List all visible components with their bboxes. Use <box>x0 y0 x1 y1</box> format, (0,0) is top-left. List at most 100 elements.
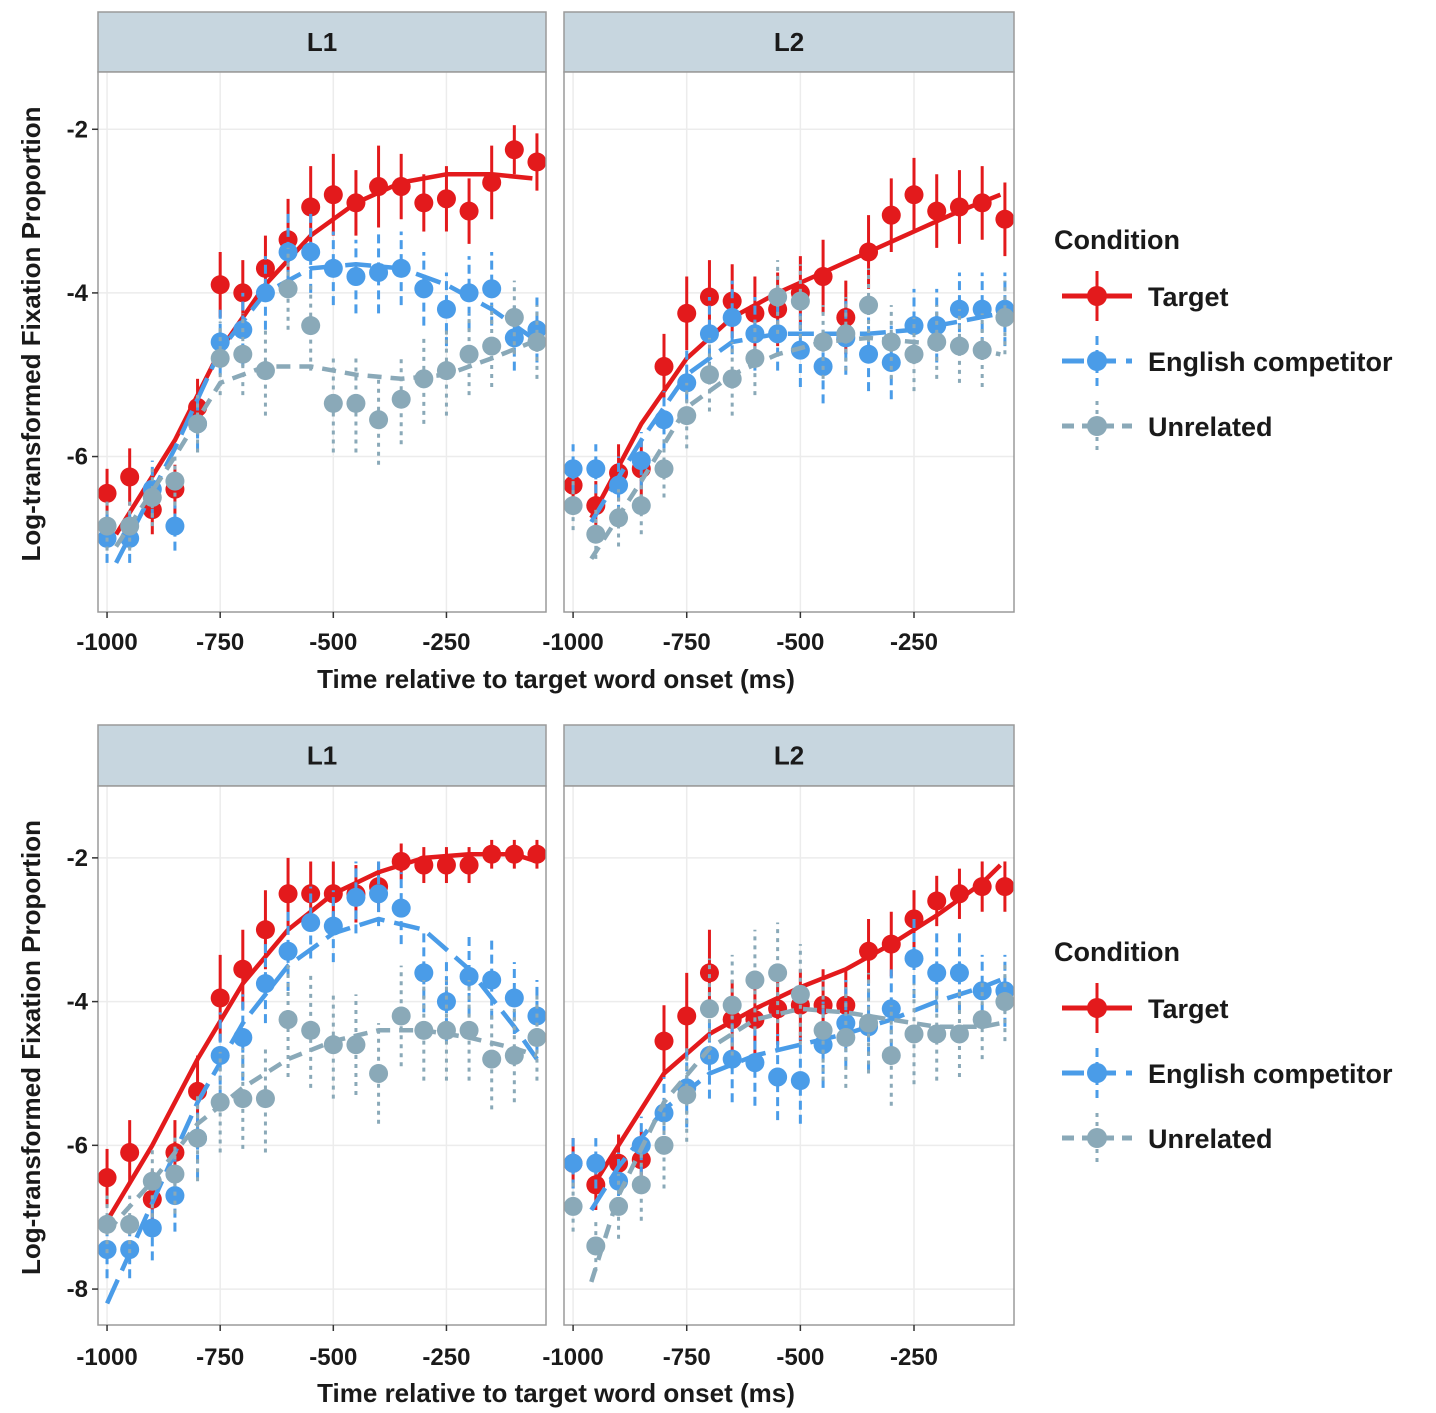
data-point <box>482 1049 502 1069</box>
x-axis-title: Time relative to target word onset (ms) <box>317 664 795 694</box>
data-point <box>414 963 434 983</box>
data-point <box>278 884 298 904</box>
facet-strip-label: L1 <box>307 741 337 771</box>
fit-line <box>589 1006 1001 1283</box>
legend-key-point <box>1087 1128 1107 1148</box>
data-point <box>654 1031 674 1051</box>
data-point <box>210 1092 230 1112</box>
y-axis-title: Log-transformed Fixation Proportion <box>16 820 46 1275</box>
data-point <box>233 959 253 979</box>
data-point <box>904 185 924 205</box>
data-point <box>301 316 321 336</box>
data-point <box>768 287 788 307</box>
data-point <box>859 941 879 961</box>
x-tick-label: -1000 <box>76 1344 137 1371</box>
legend-item: English competitor <box>1062 1048 1393 1098</box>
data-point <box>323 1035 343 1055</box>
data-point <box>631 496 651 516</box>
data-point <box>949 336 969 356</box>
data-point <box>654 410 674 430</box>
data-point <box>323 185 343 205</box>
data-point <box>97 1168 117 1188</box>
data-point <box>255 920 275 940</box>
data-point <box>323 393 343 413</box>
data-point <box>210 332 230 352</box>
data-point <box>949 963 969 983</box>
data-point <box>436 299 456 319</box>
x-tick-label: -250 <box>422 629 470 656</box>
data-point <box>504 988 524 1008</box>
y-tick-label: -2 <box>67 116 88 143</box>
data-point <box>836 324 856 344</box>
x-tick-label: -1000 <box>542 1344 603 1371</box>
data-point <box>927 201 947 221</box>
data-point <box>972 299 992 319</box>
panel-border <box>97 785 547 1326</box>
data-point <box>436 361 456 381</box>
data-point <box>631 1175 651 1195</box>
data-point <box>482 336 502 356</box>
data-point <box>949 884 969 904</box>
facet-strip-label: L2 <box>774 27 804 57</box>
data-point <box>391 898 411 918</box>
data-point <box>459 855 479 875</box>
data-point <box>836 1028 856 1048</box>
data-point <box>482 172 502 192</box>
x-tick-label: -500 <box>309 1344 357 1371</box>
data-point <box>278 1010 298 1030</box>
data-point <box>745 1053 765 1073</box>
data-point <box>369 177 389 197</box>
data-point <box>504 307 524 327</box>
data-point <box>677 1085 697 1105</box>
legend-item: Unrelated <box>1062 401 1273 451</box>
data-point <box>949 197 969 217</box>
data-point <box>436 1020 456 1040</box>
data-point <box>904 948 924 968</box>
data-point <box>142 487 162 507</box>
data-point <box>972 1010 992 1030</box>
panel-l2-1: L2 -1000 -750 -500 -250 <box>542 11 1015 656</box>
data-point <box>813 267 833 287</box>
data-point <box>414 1020 434 1040</box>
data-point <box>677 1006 697 1026</box>
data-point <box>768 1067 788 1087</box>
chart-figure-2: L1 -1000 -750 -500 -250 -8 -6 -4 -2 L2 -1000 -750 -5… <box>16 724 1393 1408</box>
data-point <box>859 344 879 364</box>
legend-label: Unrelated <box>1148 1124 1273 1154</box>
data-point <box>459 966 479 986</box>
legend: Condition Target English competitor Unrelat… <box>1054 937 1393 1163</box>
y-tick-label: -6 <box>67 444 88 471</box>
y-axis-title: Log-transformed Fixation Proportion <box>16 107 46 562</box>
series-unrelated <box>563 260 1015 561</box>
data-point <box>165 471 185 491</box>
data-point <box>97 516 117 536</box>
data-point <box>563 459 583 479</box>
data-point <box>414 279 434 299</box>
x-tick-label: -1000 <box>76 629 137 656</box>
data-point <box>482 970 502 990</box>
data-point <box>927 1024 947 1044</box>
data-point <box>699 324 719 344</box>
data-point <box>790 1071 810 1091</box>
data-point <box>586 1153 606 1173</box>
facet-strip <box>97 11 547 73</box>
data-point <box>881 934 901 954</box>
panel-l1-2: L1 -1000 -750 -500 -250 -8 -6 -4 -2 <box>67 724 547 1371</box>
data-point <box>563 1153 583 1173</box>
data-point <box>722 291 742 311</box>
data-point <box>391 851 411 871</box>
data-point <box>722 1010 742 1030</box>
data-point <box>436 992 456 1012</box>
data-point <box>278 941 298 961</box>
data-point <box>563 496 583 516</box>
data-point <box>927 332 947 352</box>
data-point <box>609 1196 629 1216</box>
data-point <box>210 988 230 1008</box>
data-point <box>120 1214 140 1234</box>
data-point <box>563 1196 583 1216</box>
legend-item: Target <box>1062 271 1229 321</box>
data-point <box>586 524 606 544</box>
panel-border <box>97 71 547 613</box>
data-point <box>459 201 479 221</box>
